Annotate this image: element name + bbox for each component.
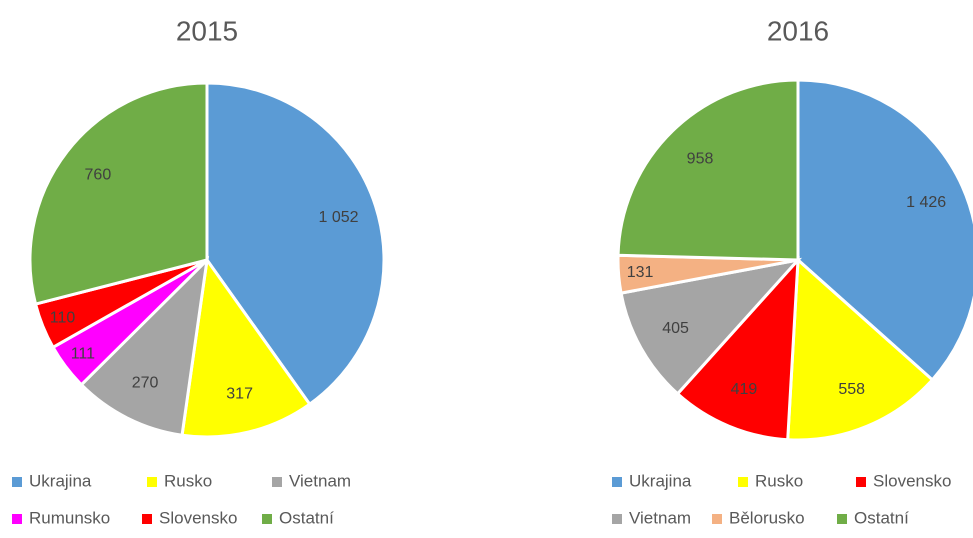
data-label: 1 052 <box>318 209 358 226</box>
legend-swatch <box>837 514 847 524</box>
legend-swatch <box>272 477 282 487</box>
legend-swatch <box>856 477 866 487</box>
legend-label: Ostatní <box>854 508 909 527</box>
pie-slice <box>79 255 210 437</box>
pie-slice <box>619 257 803 396</box>
data-label: 270 <box>132 375 159 392</box>
pie-slice <box>28 81 209 306</box>
legend-label: Rusko <box>755 471 803 490</box>
legend-swatch <box>738 477 748 487</box>
data-label: 760 <box>85 167 112 184</box>
legend-label: Slovensko <box>873 471 951 490</box>
legend-label: Ostatní <box>279 508 334 527</box>
legend-label: Ukrajina <box>29 471 92 490</box>
data-label: 110 <box>50 310 76 327</box>
pie-slice <box>786 256 935 442</box>
legend-swatch <box>612 477 622 487</box>
legend-swatch <box>12 514 22 524</box>
data-label: 958 <box>687 151 714 168</box>
legend-swatch <box>147 477 157 487</box>
legend-label: Bělorusko <box>729 508 805 527</box>
legend-label: Rumunsko <box>29 508 110 527</box>
data-label: 1 426 <box>906 194 946 211</box>
chart-title: 2015 <box>176 15 238 46</box>
legend-swatch <box>612 514 622 524</box>
legend-label: Rusko <box>164 471 212 490</box>
data-label: 111 <box>71 345 95 362</box>
legend-swatch <box>262 514 272 524</box>
legend-swatch <box>712 514 722 524</box>
legend-label: Ukrajina <box>629 471 692 490</box>
data-label: 558 <box>838 381 865 398</box>
chart-title: 2016 <box>767 15 829 46</box>
legend-label: Vietnam <box>289 471 351 490</box>
pie-slice <box>616 78 800 262</box>
pie-slice <box>796 78 973 382</box>
data-label: 405 <box>662 320 689 337</box>
data-label: 131 <box>627 264 654 281</box>
pie-slice <box>180 256 312 439</box>
legend-swatch <box>12 477 22 487</box>
legend-swatch <box>142 514 152 524</box>
pie-slice <box>675 255 800 442</box>
data-label: 317 <box>226 385 253 402</box>
pie-slice <box>205 81 386 407</box>
legend-label: Vietnam <box>629 508 691 527</box>
legend-label: Slovensko <box>159 508 237 527</box>
data-label: 419 <box>731 381 758 398</box>
